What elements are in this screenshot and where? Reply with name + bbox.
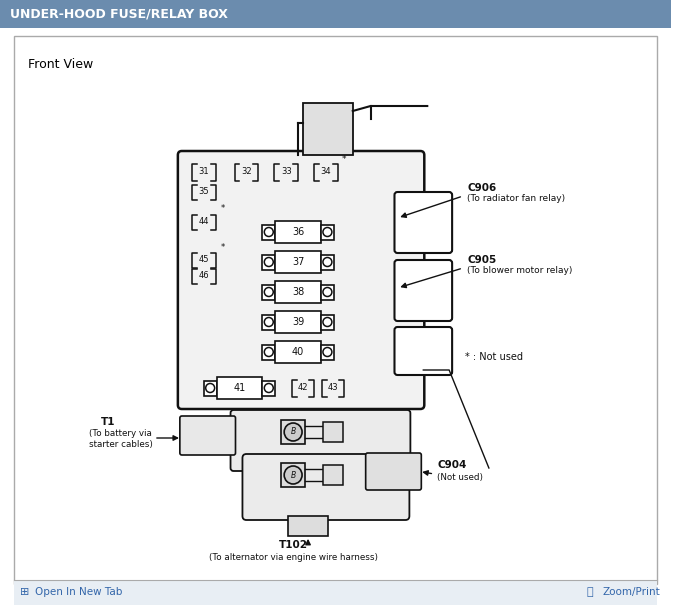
Text: * : Not used: * : Not used [465, 352, 523, 362]
Text: Zoom/Print: Zoom/Print [602, 587, 660, 597]
Text: 39: 39 [292, 317, 304, 327]
Bar [323, 465, 343, 485]
FancyBboxPatch shape [303, 103, 353, 155]
Text: T1: T1 [101, 417, 116, 427]
Bar [275, 341, 321, 363]
Text: (To alternator via engine wire harness): (To alternator via engine wire harness) [209, 553, 377, 562]
FancyBboxPatch shape [288, 516, 328, 536]
Text: 41: 41 [234, 383, 246, 393]
Text: B: B [290, 470, 296, 479]
Bar [281, 463, 305, 487]
Circle shape [265, 348, 273, 356]
Text: 43: 43 [327, 384, 338, 392]
Text: 40: 40 [292, 347, 304, 357]
Bar [14, 580, 657, 605]
Bar [281, 420, 305, 444]
Bar [323, 422, 343, 442]
Bar [263, 315, 275, 329]
Text: C906: C906 [467, 183, 496, 193]
Circle shape [206, 384, 215, 392]
FancyBboxPatch shape [394, 327, 452, 375]
Text: Open In New Tab: Open In New Tab [35, 587, 122, 597]
Text: 37: 37 [292, 257, 304, 267]
Text: 46: 46 [198, 271, 209, 281]
Text: T102: T102 [279, 540, 308, 550]
Text: 31: 31 [198, 168, 209, 176]
Bar [204, 381, 217, 395]
Circle shape [265, 384, 273, 392]
Bar [263, 381, 275, 395]
Text: *: * [221, 243, 225, 252]
Circle shape [284, 423, 302, 441]
Text: (To radiator fan relay): (To radiator fan relay) [467, 194, 565, 203]
Text: (Not used): (Not used) [437, 473, 483, 482]
Text: 42: 42 [298, 384, 308, 392]
Text: 33: 33 [281, 168, 292, 176]
Bar [263, 284, 275, 300]
FancyBboxPatch shape [14, 36, 657, 584]
Text: (To battery via: (To battery via [89, 429, 153, 438]
FancyBboxPatch shape [178, 151, 425, 409]
Text: *: * [221, 204, 225, 213]
Bar [0, 0, 671, 28]
FancyBboxPatch shape [366, 453, 421, 490]
Text: starter cables): starter cables) [89, 440, 153, 449]
Text: ⊞: ⊞ [20, 587, 29, 597]
Circle shape [265, 287, 273, 296]
Bar [275, 311, 321, 333]
FancyBboxPatch shape [394, 260, 452, 321]
Bar [321, 315, 334, 329]
Circle shape [323, 317, 332, 326]
Circle shape [323, 228, 332, 237]
Text: 38: 38 [292, 287, 304, 297]
FancyBboxPatch shape [394, 192, 452, 253]
Circle shape [265, 228, 273, 237]
Text: Front View: Front View [28, 58, 93, 71]
Text: UNDER-HOOD FUSE/RELAY BOX: UNDER-HOOD FUSE/RELAY BOX [10, 7, 227, 21]
Bar [275, 251, 321, 273]
Text: C905: C905 [467, 255, 496, 265]
Text: 35: 35 [198, 187, 209, 196]
Text: (To blower motor relay): (To blower motor relay) [467, 266, 572, 275]
Circle shape [323, 287, 332, 296]
Circle shape [265, 317, 273, 326]
Bar [321, 345, 334, 359]
Text: 32: 32 [241, 168, 252, 176]
Circle shape [323, 348, 332, 356]
Bar [263, 224, 275, 240]
Circle shape [323, 257, 332, 267]
Circle shape [284, 466, 302, 484]
Bar [263, 254, 275, 270]
Bar [263, 345, 275, 359]
Text: 45: 45 [198, 256, 209, 265]
Bar [275, 281, 321, 303]
Text: *: * [342, 155, 346, 164]
Bar [321, 284, 334, 300]
Bar [217, 377, 263, 399]
Text: 34: 34 [321, 168, 331, 176]
FancyBboxPatch shape [180, 416, 236, 455]
Bar [321, 224, 334, 240]
Text: B: B [290, 428, 296, 437]
Bar [321, 254, 334, 270]
FancyBboxPatch shape [231, 410, 410, 471]
Bar [275, 221, 321, 243]
Circle shape [265, 257, 273, 267]
Text: 36: 36 [292, 227, 304, 237]
FancyBboxPatch shape [242, 454, 410, 520]
Text: 44: 44 [198, 218, 209, 226]
Text: C904: C904 [437, 460, 466, 470]
Text: 🔍: 🔍 [587, 587, 593, 597]
